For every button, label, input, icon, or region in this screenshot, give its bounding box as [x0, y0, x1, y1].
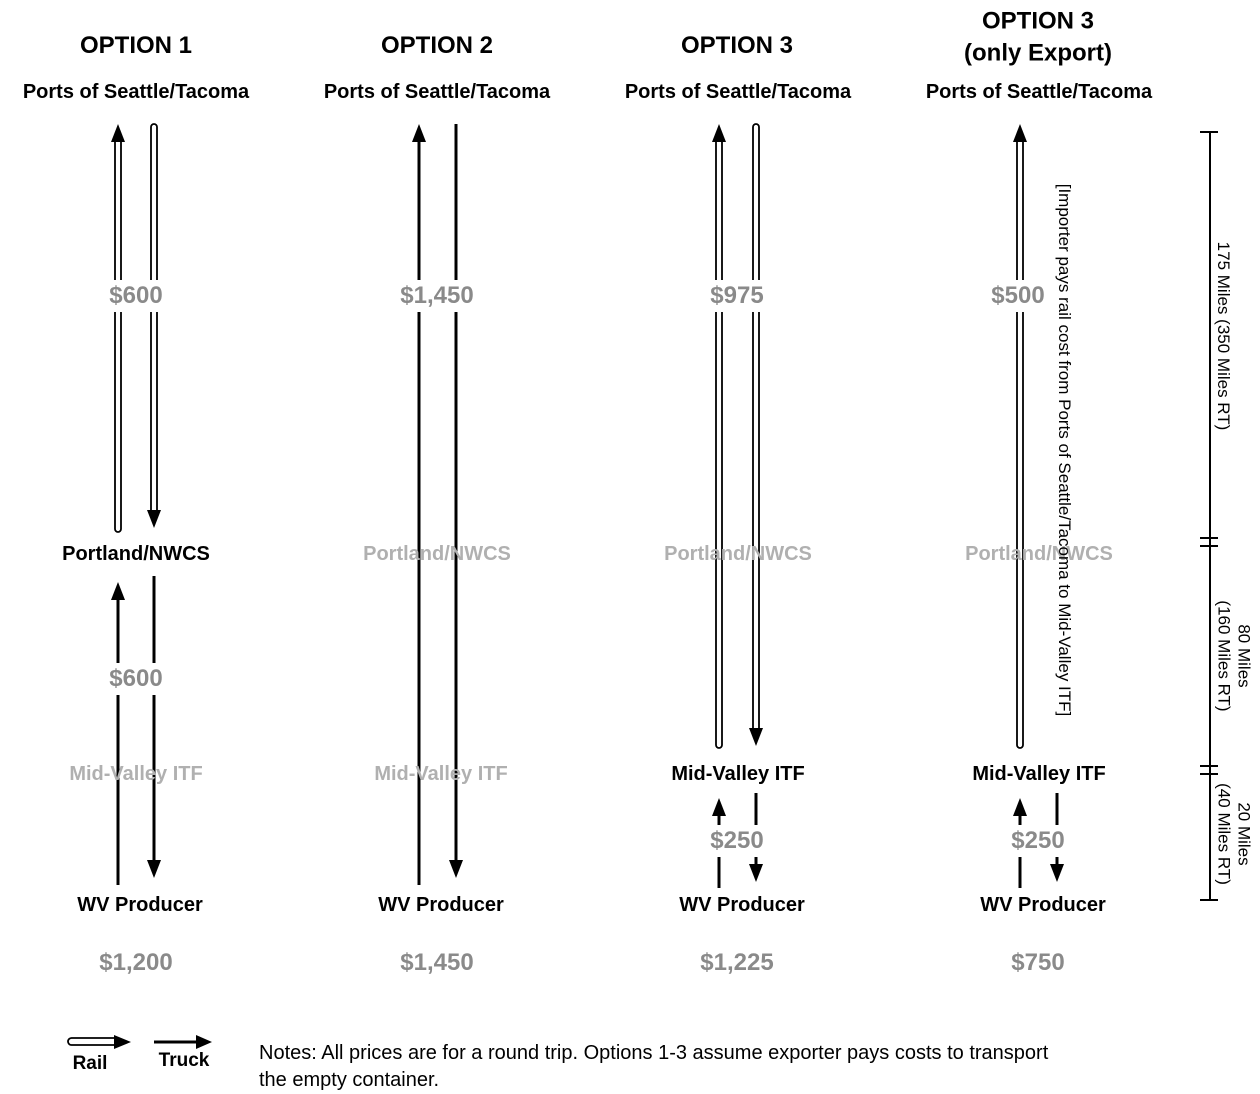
option-4-truck-up-head — [1013, 798, 1027, 816]
legend-rail-arrow — [67, 1037, 119, 1046]
option-3-rail-up — [715, 137, 723, 749]
option-4-producer-label: WV Producer — [980, 894, 1106, 916]
option-3-itf-label: Mid-Valley ITF — [671, 763, 805, 785]
option-1-lower-price-gap — [103, 663, 169, 695]
option-2-ports-label: Ports of Seattle/Tacoma — [323, 81, 551, 103]
option-3-lower-price-gap — [704, 825, 770, 857]
option-2-itf-label: Mid-Valley ITF — [374, 763, 508, 785]
option-1-rail-up-head — [111, 124, 125, 142]
option-3-upper-price: $975 — [710, 282, 764, 309]
option-4-rail-up — [1016, 137, 1024, 749]
option-4-itf-label: Mid-Valley ITF — [972, 763, 1106, 785]
option-4-heading: OPTION 3 (only Export) — [964, 7, 1112, 67]
option-4-total: $750 — [1011, 949, 1065, 976]
option-3-total: $1,225 — [700, 949, 774, 976]
legend-truck-label: Truck — [158, 1050, 210, 1071]
option-1-truck-up-head — [111, 582, 125, 600]
option-1-lower-price: $600 — [109, 665, 163, 692]
option-1-portland-label: Portland/NWCS — [62, 543, 210, 565]
option-3-upper-price-gap — [706, 280, 768, 312]
option-1-ports-label: Ports of Seattle/Tacoma — [22, 81, 250, 103]
option-1-upper-price-gap — [103, 280, 169, 312]
scale-label-80-miles: 80 Miles (160 Miles RT) — [1214, 600, 1254, 712]
option-2-truck-up-head — [412, 124, 426, 142]
option-2-total: $1,450 — [400, 949, 474, 976]
scale-label-20-miles: 20 Miles (40 Miles RT) — [1214, 783, 1254, 885]
option-4-lower-price-gap — [1005, 825, 1071, 857]
option-2-heading: OPTION 2 — [380, 31, 494, 59]
notes-text: Notes: All prices are for a round trip. … — [259, 1042, 1049, 1091]
option-3-rail-up-head — [712, 124, 726, 142]
option-3-truck-down-head — [749, 864, 763, 882]
option-2-producer-label: WV Producer — [378, 894, 504, 916]
option-1-producer-label: WV Producer — [77, 894, 203, 916]
option-1-rail-up — [114, 137, 122, 533]
option-1-truck-down-head — [147, 860, 161, 878]
option-4-ports-label: Ports of Seattle/Tacoma — [925, 81, 1153, 103]
option-1-total: $1,200 — [99, 949, 173, 976]
option-1-rail-down-head — [147, 510, 161, 528]
option-1-itf-label: Mid-Valley ITF — [69, 763, 203, 785]
option-3-portland-label: Portland/NWCS — [664, 543, 812, 565]
option-3-itf-gap — [658, 758, 818, 790]
option-1-portland-gap — [51, 538, 221, 570]
option-2-upper-price: $1,450 — [400, 282, 474, 309]
option-4-rail-up-head — [1013, 124, 1027, 142]
option-3-producer-label: WV Producer — [679, 894, 805, 916]
legend-truck-arrow-head — [196, 1035, 212, 1049]
option-3-ports-label: Ports of Seattle/Tacoma — [624, 81, 852, 103]
option-3-rail-down — [752, 123, 760, 733]
option-2-portland-label: Portland/NWCS — [363, 543, 511, 565]
option-1-upper-price: $600 — [109, 282, 163, 309]
option-2-truck-down-head — [449, 860, 463, 878]
option-4-upper-price-gap — [986, 280, 1050, 312]
option-3-heading: OPTION 3 — [680, 31, 794, 59]
option-1-heading: OPTION 1 — [79, 31, 193, 59]
option-4-truck-down-head — [1050, 864, 1064, 882]
option-1-rail-down — [150, 123, 158, 515]
option-4-portland-label: Portland/NWCS — [965, 543, 1113, 565]
importer-note: [Importer pays rail cost from Ports of S… — [1055, 183, 1075, 717]
option-4-upper-price: $500 — [991, 282, 1045, 309]
legend-rail-label: Rail — [72, 1053, 108, 1074]
option-3-truck-up-head — [712, 798, 726, 816]
option-2-upper-price-gap — [395, 280, 479, 312]
option-3-rail-down-head — [749, 728, 763, 746]
option-4-itf-gap — [959, 758, 1119, 790]
legend-rail-arrow-head — [114, 1035, 131, 1049]
option-3-lower-price: $250 — [710, 827, 764, 854]
scale-label-175-miles: 175 Miles (350 Miles RT) — [1214, 241, 1234, 431]
option-4-lower-price: $250 — [1011, 827, 1065, 854]
